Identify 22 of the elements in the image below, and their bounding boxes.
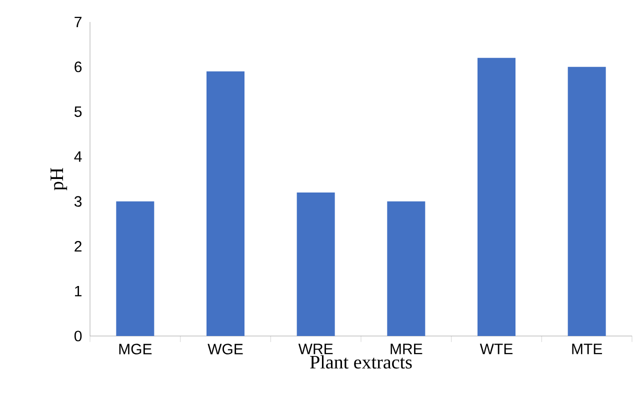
y-axis-title: pH	[50, 168, 68, 190]
x-axis-title: Plant extracts	[310, 355, 412, 369]
y-tick-label: 6	[74, 62, 82, 72]
y-tick-label: 7	[74, 16, 82, 28]
bar	[206, 71, 244, 336]
x-tick-label: MTE	[572, 344, 602, 354]
y-tick-label: 2	[74, 241, 82, 252]
x-tick-label: MGE	[119, 344, 152, 354]
bar	[116, 201, 154, 336]
x-tick-label: WGE	[208, 344, 243, 354]
y-tick-label: 4	[74, 151, 82, 162]
x-tick-label: WTE	[480, 344, 513, 354]
bar	[568, 66, 606, 336]
bar	[387, 201, 426, 336]
x-tick-label: MRE	[390, 344, 422, 354]
y-tick-label: 1	[75, 286, 82, 296]
y-tick-label: 0	[74, 330, 82, 342]
bar	[296, 192, 335, 336]
y-tick-label: 3	[74, 196, 82, 207]
bar	[478, 58, 516, 336]
y-tick-label: 5	[74, 106, 82, 117]
x-tick-label: WRE	[298, 344, 333, 354]
